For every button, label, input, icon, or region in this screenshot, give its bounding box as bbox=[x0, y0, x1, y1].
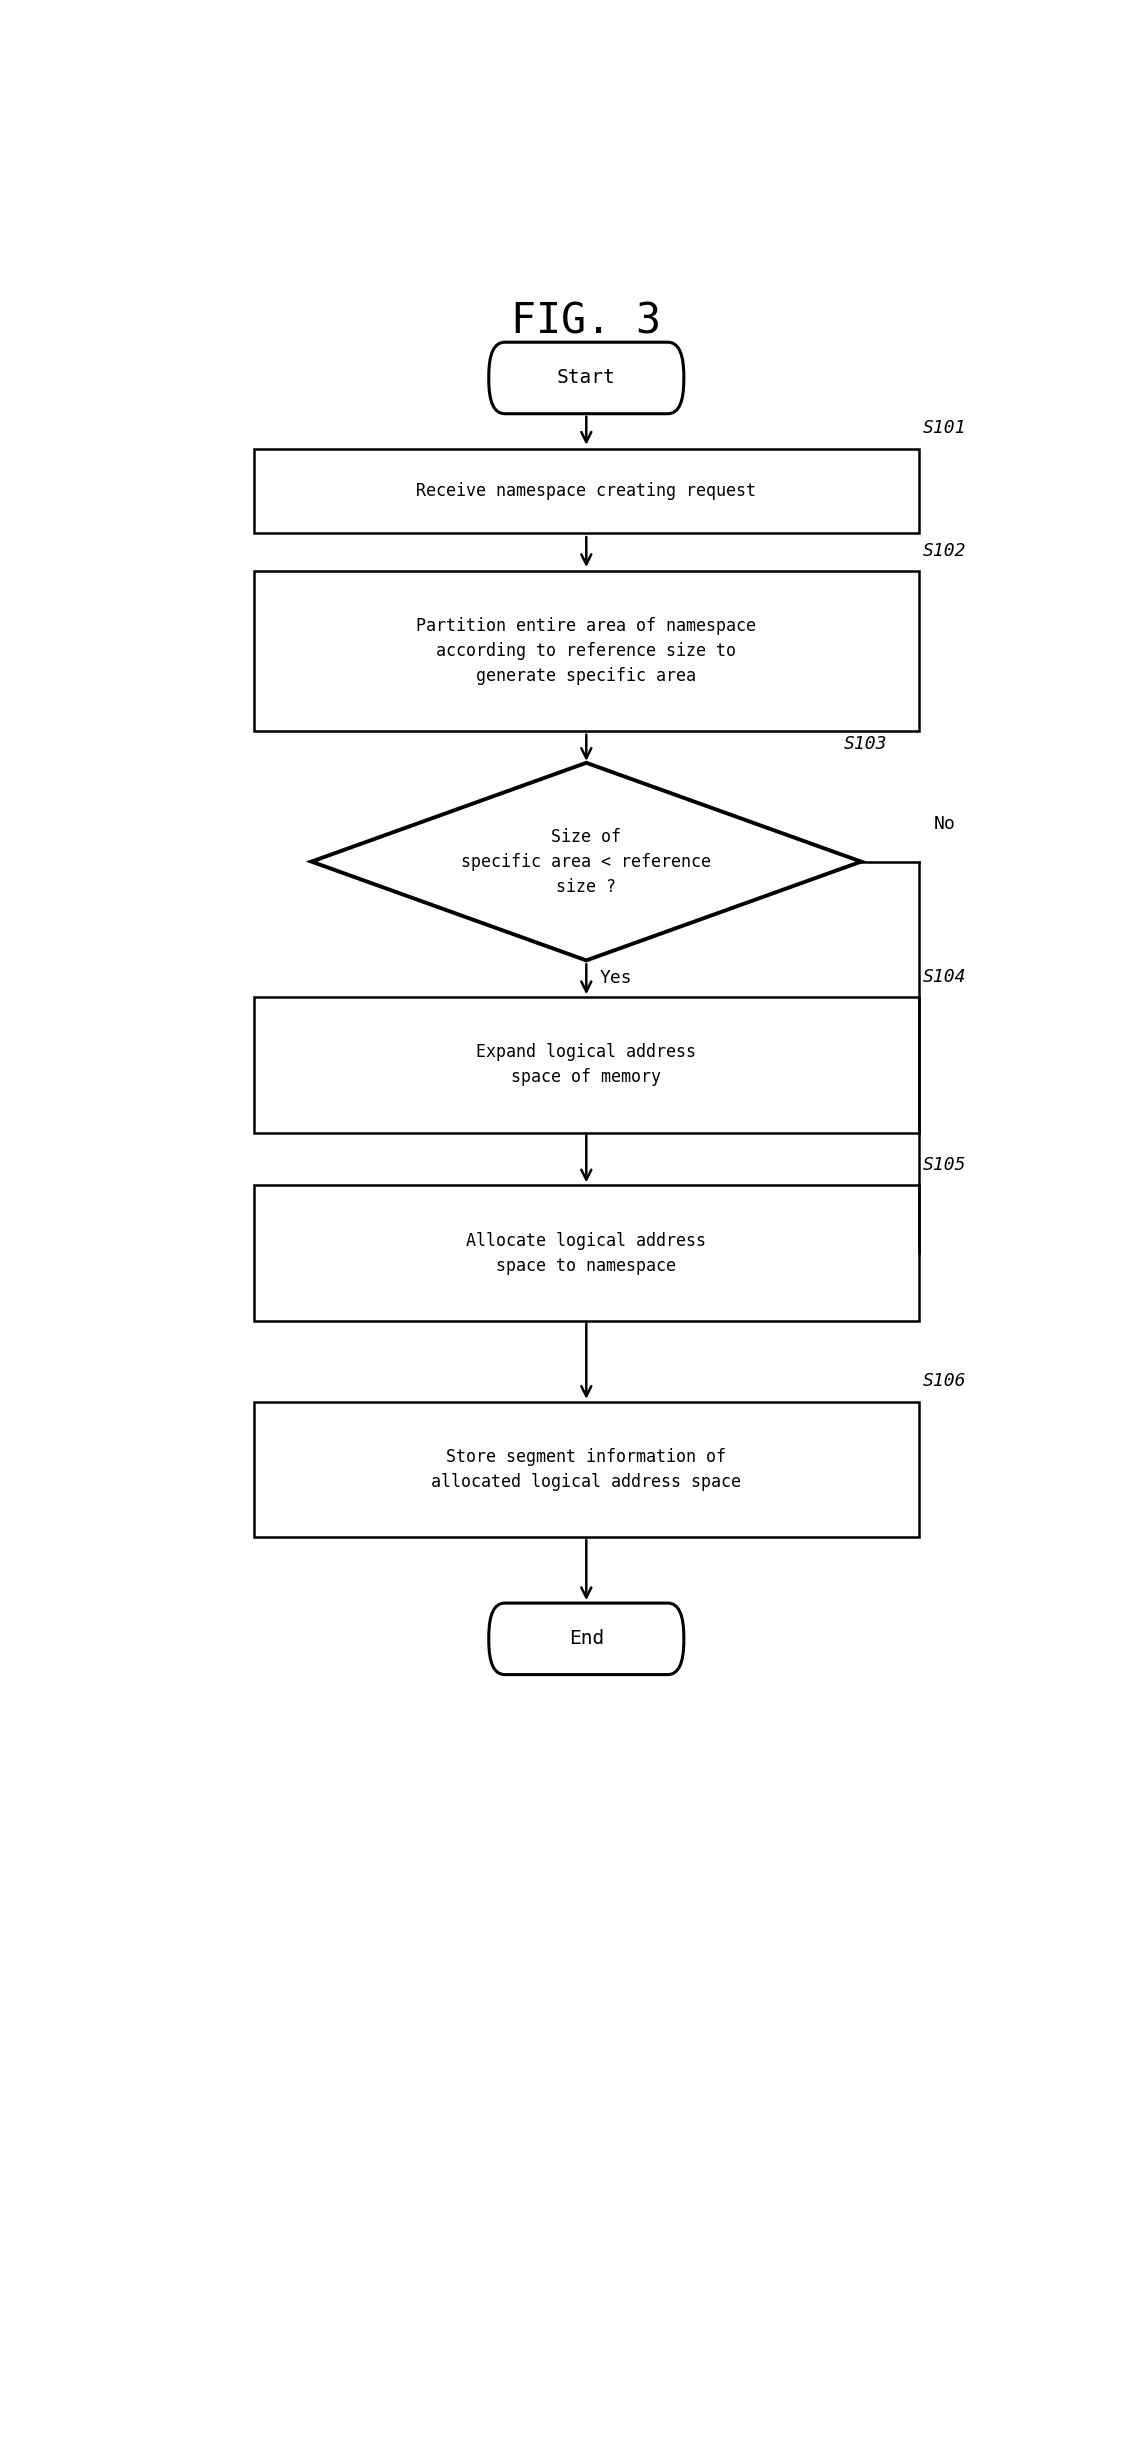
Text: Expand logical address
space of memory: Expand logical address space of memory bbox=[476, 1044, 697, 1085]
Text: Receive namespace creating request: Receive namespace creating request bbox=[416, 481, 756, 501]
Bar bbox=[254, 572, 919, 731]
Bar bbox=[254, 997, 919, 1132]
Text: S106: S106 bbox=[923, 1374, 967, 1391]
Bar bbox=[254, 1403, 919, 1537]
Text: Size of
specific area < reference
size ?: Size of specific area < reference size ? bbox=[461, 829, 712, 895]
Text: End: End bbox=[569, 1630, 604, 1647]
Bar bbox=[254, 450, 919, 533]
Text: S104: S104 bbox=[923, 968, 967, 985]
Bar bbox=[254, 1185, 919, 1320]
Text: Partition entire area of namespace
according to reference size to
generate speci: Partition entire area of namespace accor… bbox=[416, 616, 756, 684]
Text: Yes: Yes bbox=[599, 970, 633, 987]
Text: S105: S105 bbox=[923, 1156, 967, 1173]
Text: Allocate logical address
space to namespace: Allocate logical address space to namesp… bbox=[467, 1232, 706, 1273]
Text: S101: S101 bbox=[923, 420, 967, 437]
Polygon shape bbox=[311, 763, 861, 960]
FancyBboxPatch shape bbox=[488, 1603, 684, 1674]
Text: S103: S103 bbox=[843, 736, 887, 753]
Text: Store segment information of
allocated logical address space: Store segment information of allocated l… bbox=[431, 1447, 741, 1491]
FancyBboxPatch shape bbox=[488, 342, 684, 413]
Text: S102: S102 bbox=[923, 543, 967, 560]
Text: Start: Start bbox=[557, 369, 615, 389]
Text: No: No bbox=[934, 814, 955, 833]
Text: FIG. 3: FIG. 3 bbox=[511, 301, 661, 342]
